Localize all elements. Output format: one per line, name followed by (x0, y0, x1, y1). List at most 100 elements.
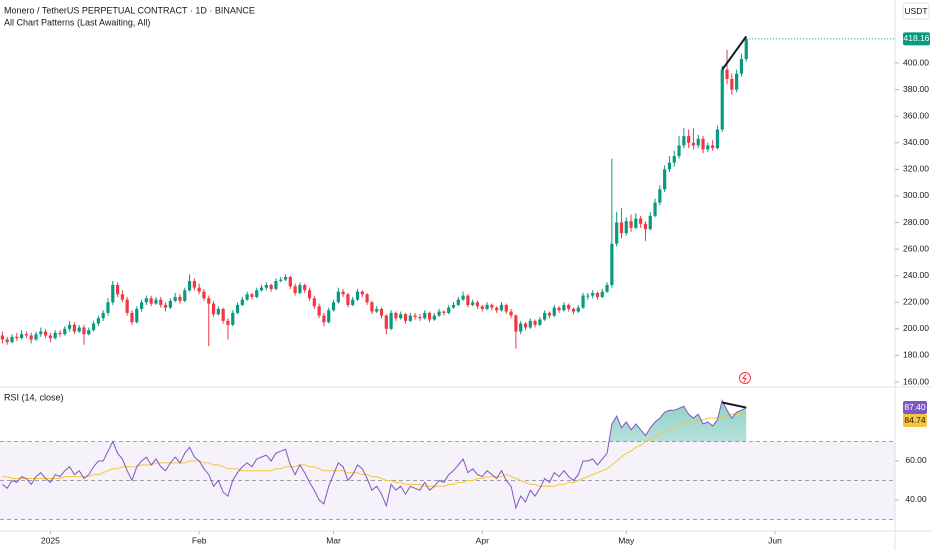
candle-body (499, 304, 504, 311)
candle-body (360, 291, 364, 295)
candle-body (197, 287, 201, 292)
candle-body (504, 304, 508, 312)
candle-body (682, 136, 686, 146)
candle-body (269, 284, 273, 289)
y-tick-label: 300.00 (903, 190, 929, 200)
candle-body (115, 284, 120, 295)
y-tick-label: 360.00 (903, 110, 929, 120)
y-tick-label: 240.00 (903, 270, 929, 280)
candle-body (629, 221, 633, 228)
pattern-line (721, 35, 748, 71)
candle-body (701, 138, 705, 150)
candle-body (19, 334, 24, 339)
candle-body (480, 306, 484, 309)
candle-body (413, 315, 417, 317)
candle-body (619, 222, 624, 234)
candle-body (139, 302, 144, 309)
candle-body (571, 308, 576, 312)
rsi-pattern-line (722, 401, 747, 409)
candle-body (533, 320, 537, 325)
candle-body (43, 331, 48, 336)
candle-body (634, 218, 638, 228)
candle-body (53, 332, 57, 339)
candle-body (255, 290, 259, 297)
y2-tick-label: 60.00 (905, 455, 927, 465)
candle-body (658, 189, 662, 203)
currency-button[interactable] (902, 2, 930, 20)
candle-body (327, 310, 331, 323)
candle-body (399, 314, 403, 319)
candle-body (442, 311, 446, 313)
candle-body (87, 330, 91, 335)
candle-body (346, 294, 350, 305)
candle-body (39, 331, 43, 335)
candle-body (0, 335, 4, 340)
candle-body (144, 298, 148, 303)
candle-body (202, 291, 206, 299)
candle-body (58, 332, 62, 335)
candle-body (547, 312, 552, 316)
candle-body (250, 294, 254, 297)
candle-body (648, 215, 652, 230)
candle-body (389, 312, 393, 329)
rsi-title: RSI (14, close) (4, 392, 64, 402)
rsi-line (2, 399, 747, 510)
candle-body (67, 324, 72, 329)
candle-body (715, 129, 720, 149)
y-tick-label: 400.00 (903, 57, 929, 67)
candle-body (279, 279, 283, 281)
rsi-ma-last-box (903, 414, 927, 428)
candle-body (331, 302, 336, 311)
candle-body (120, 294, 124, 300)
candle-body (135, 308, 139, 323)
candle-body (298, 284, 302, 293)
y-tick-label: 280.00 (903, 217, 929, 227)
candle-body (163, 304, 168, 308)
candle-body (370, 302, 374, 312)
candle-body (418, 316, 422, 319)
candle-body (672, 156, 676, 163)
candle-body (639, 218, 643, 224)
candle-body (183, 290, 187, 301)
candle-body (730, 78, 734, 90)
candle-body (615, 222, 619, 244)
candle-body (159, 299, 163, 305)
candle-body (490, 304, 494, 308)
candle-body (427, 312, 432, 320)
candle-body (10, 336, 14, 343)
candle-body (461, 295, 465, 300)
candle-body (240, 299, 244, 305)
candle-body (303, 284, 307, 291)
x-tick-label: Jun (768, 535, 782, 545)
candle-body (5, 339, 9, 343)
candle-body (466, 295, 470, 305)
candle-body (48, 335, 52, 339)
candle-body (216, 308, 220, 315)
candle-body (523, 323, 528, 328)
candle-body (96, 318, 100, 324)
y2-tick-label: 40.00 (905, 494, 927, 504)
rsi-ma-line (2, 412, 747, 487)
x-tick-label: Apr (476, 535, 489, 545)
candle-body (485, 304, 489, 309)
y-tick-label: 320.00 (903, 164, 929, 174)
candle-body (355, 291, 360, 300)
candle-body (375, 308, 379, 312)
candle-body (456, 299, 460, 305)
candle-body (576, 307, 580, 312)
candle-body (403, 314, 408, 321)
candle-body (63, 328, 67, 335)
candle-body (283, 277, 288, 280)
spark-icon[interactable] (739, 372, 751, 384)
y-tick-label: 160.00 (903, 376, 929, 386)
candle-body (437, 311, 441, 316)
candle-body (341, 291, 345, 295)
candle-body (720, 69, 724, 130)
candle-body (274, 280, 278, 289)
candle-body (408, 315, 412, 321)
candle-body (29, 335, 33, 340)
candle-body (187, 280, 192, 291)
candle-body (677, 145, 681, 157)
candle-body (231, 312, 235, 325)
